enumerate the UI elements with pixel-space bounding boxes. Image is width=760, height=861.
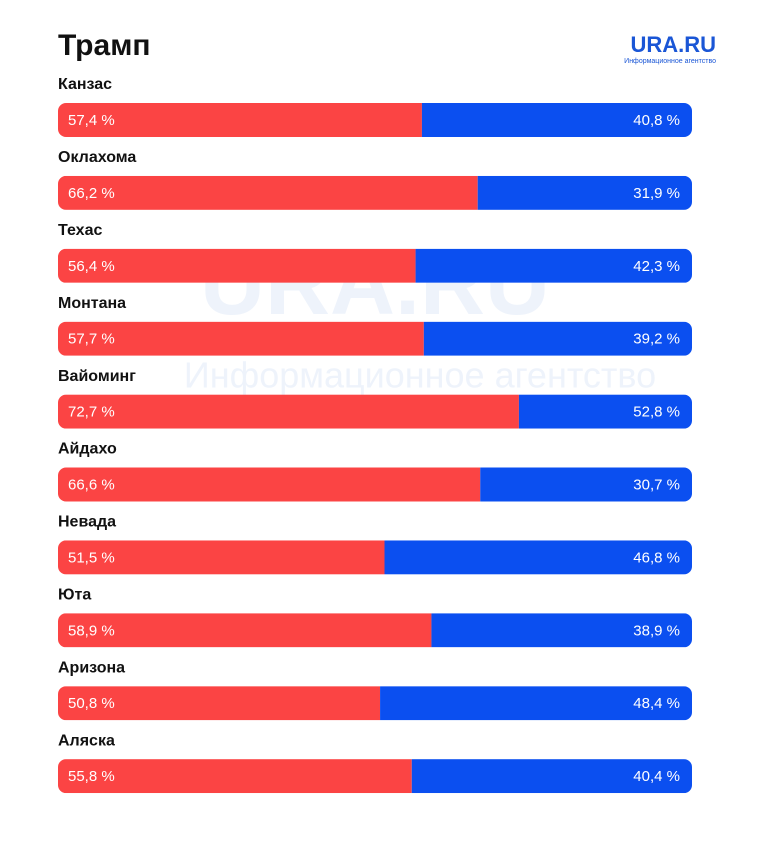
category-label: Вайоминг [58,368,136,385]
bar-segment [58,394,519,429]
logo-tagline: Информационное агентство [624,58,716,65]
value-label: 50,8 % [68,695,115,712]
watermark-name: URA.RU [200,234,550,334]
bar-segment [380,686,692,721]
bar-segment [411,759,692,794]
bar [58,686,692,721]
value-label: 40,8 % [633,112,680,129]
category-label: Невада [58,514,116,531]
bar-segment [58,759,412,794]
value-label: 52,8 % [633,404,680,421]
bar-segment [58,540,385,575]
bar-segment [423,321,692,356]
value-label: 42,3 % [633,258,680,275]
bar-segment [477,175,692,210]
value-label: 56,4 % [68,258,115,275]
bar [58,394,692,429]
bar [58,321,692,356]
value-label: 72,7 % [68,404,115,421]
category-label: Монтана [58,295,126,312]
bar-segment [480,467,692,502]
value-label: 66,2 % [68,185,115,202]
bar-segment [518,394,692,429]
bar-segment [58,175,478,210]
bar-segment [384,540,692,575]
value-label: 31,9 % [633,185,680,202]
category-label: Оклахома [58,149,136,166]
value-label: 48,4 % [633,695,680,712]
bar [58,613,692,648]
value-label: 39,2 % [633,331,680,348]
value-label: 38,9 % [633,622,680,639]
value-label: 58,9 % [68,622,115,639]
value-label: 55,8 % [68,768,115,785]
logo-name: URA.RU [630,32,716,57]
bar-segment [431,613,692,648]
bar [58,759,692,794]
bar [58,467,692,502]
value-label: 57,4 % [68,112,115,129]
bar [58,175,692,210]
bar-segment [58,248,416,283]
value-label: 51,5 % [68,549,115,566]
category-label: Юта [58,587,91,604]
bar-segment [58,686,381,721]
category-label: Аризона [58,659,125,676]
value-label: 30,7 % [633,476,680,493]
value-label: 40,4 % [633,768,680,785]
watermark-tagline: Информационное агентство [184,355,656,396]
bar [58,248,692,283]
bar-segment [58,321,424,356]
category-label: Канзас [58,76,112,93]
chart-title: Трамп [58,29,151,62]
bar [58,540,692,575]
value-label: 46,8 % [633,549,680,566]
bar-segment [415,248,692,283]
category-label: Техас [58,222,102,239]
value-label: 57,7 % [68,331,115,348]
value-label: 66,6 % [68,476,115,493]
bar [58,103,692,137]
category-label: Аляска [58,732,115,749]
bar-segment [421,103,692,137]
bar-segment [58,467,481,502]
category-label: Айдахо [58,441,117,458]
bar-segment [58,613,432,648]
bar-segment [58,103,422,137]
